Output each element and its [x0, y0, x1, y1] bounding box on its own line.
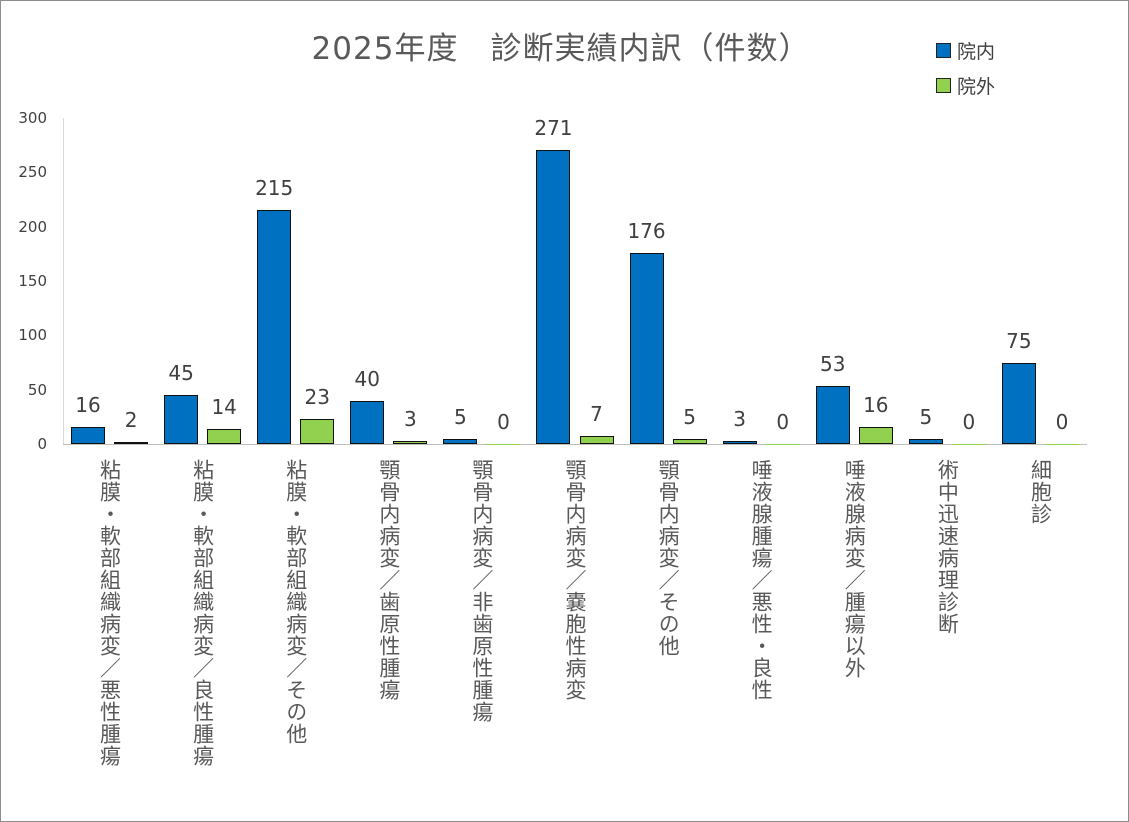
bar-external [951, 444, 986, 445]
x-tick-label: 唾液腺腫瘍／悪性・良性 [749, 459, 774, 701]
chart-title: 2025年度 診断実績内訳（件数） [311, 31, 811, 67]
bar-inhouse [722, 440, 757, 444]
bar-inhouse [257, 210, 292, 444]
legend-swatch-external [936, 78, 951, 93]
bar-inhouse [443, 438, 478, 444]
y-tick-label: 100 [18, 326, 47, 345]
bar-inhouse [164, 395, 199, 444]
data-label: 176 [627, 218, 666, 243]
data-label: 16 [863, 392, 889, 417]
bar-external [672, 438, 707, 444]
data-label: 5 [683, 404, 696, 429]
x-tick-label: 術中迅速病理診断 [935, 459, 960, 635]
bar-inhouse [815, 386, 850, 444]
x-tick-label: 顎骨内病変／歯原性腫瘍 [376, 459, 401, 701]
y-tick-label: 0 [37, 435, 47, 453]
y-tick-label: 300 [18, 109, 47, 127]
data-label: 3 [403, 406, 417, 431]
data-label: 0 [962, 410, 976, 434]
bar-inhouse [350, 400, 385, 444]
bar-inhouse [908, 438, 943, 444]
data-label: 5 [919, 404, 933, 429]
data-label: 0 [776, 410, 790, 434]
bar-external [1045, 444, 1079, 445]
bar-inhouse [71, 426, 105, 444]
x-tick-label: 顎骨内病変／非歯原性腫瘍 [469, 459, 494, 723]
data-label: 215 [255, 176, 294, 201]
data-label: 75 [1006, 328, 1032, 353]
bar-external [207, 428, 242, 444]
y-axis-line [63, 118, 64, 444]
bar-external [858, 426, 893, 444]
y-tick-label: 50 [27, 380, 47, 399]
bar-external [300, 419, 335, 444]
data-label: 0 [497, 410, 510, 434]
data-label: 0 [1055, 410, 1069, 434]
bar-external [114, 441, 149, 444]
legend-label-external: 院外 [957, 76, 996, 98]
bar-external [579, 436, 614, 444]
y-tick-label: 250 [18, 163, 47, 182]
bar-external [486, 444, 521, 445]
data-label: 2 [124, 407, 138, 432]
data-label: 53 [819, 352, 846, 377]
x-tick-label: 顎骨内病変／その他 [656, 459, 681, 657]
x-tick-label: 粘膜・軟部組織病変／良性腫瘍 [190, 459, 215, 767]
x-tick-label: 粘膜・軟部組織病変／悪性腫瘍 [97, 459, 122, 767]
data-label: 40 [354, 366, 380, 391]
data-label: 23 [304, 385, 330, 409]
data-label: 3 [733, 406, 746, 431]
legend-item-external: 院外 [936, 72, 995, 99]
data-label: 45 [168, 361, 194, 386]
x-tick-label: 顎骨内病変／嚢胞性病変 [563, 459, 587, 701]
y-tick-label: 150 [18, 272, 47, 290]
data-label: 16 [75, 392, 101, 417]
data-label: 7 [590, 402, 603, 427]
legend-label-inhouse: 院内 [957, 41, 996, 63]
bar-external [393, 440, 428, 444]
bar-inhouse [629, 252, 664, 444]
bar-inhouse [536, 149, 571, 444]
bar-inhouse [1001, 362, 1036, 444]
x-axis-line [63, 444, 1087, 445]
x-tick-label: 粘膜・軟部組織病変／その他 [283, 459, 308, 745]
x-tick-label: 細胞診 [1028, 459, 1053, 525]
bar-external [765, 444, 800, 445]
legend-item-inhouse: 院内 [936, 37, 995, 64]
legend-swatch-inhouse [936, 43, 951, 58]
y-tick-label: 200 [18, 217, 47, 236]
data-label: 5 [453, 404, 467, 429]
data-label: 271 [534, 115, 573, 140]
x-tick-label: 唾液腺病変／腫瘍以外 [842, 459, 867, 679]
data-label: 14 [211, 394, 237, 419]
